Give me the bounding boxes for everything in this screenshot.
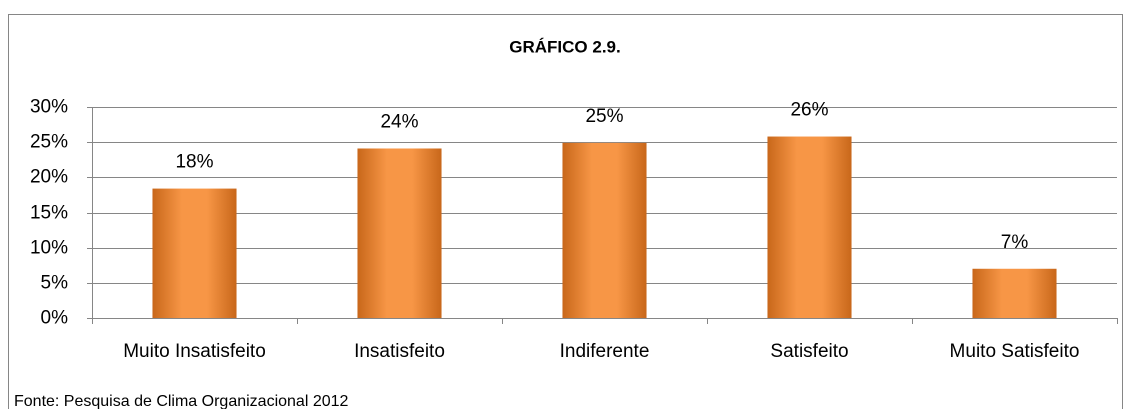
y-tick-label: 20% xyxy=(30,167,68,188)
y-tick-label: 0% xyxy=(41,308,69,329)
value-label: 24% xyxy=(380,112,418,133)
y-tick-label: 5% xyxy=(41,273,69,294)
bar xyxy=(972,268,1057,318)
value-label: 18% xyxy=(175,152,213,173)
x-tick-label: Indiferente xyxy=(560,341,650,362)
value-label: 7% xyxy=(1001,232,1029,253)
chart-title: GRÁFICO 2.9. xyxy=(509,37,620,56)
bar xyxy=(767,136,852,318)
value-label: 26% xyxy=(790,100,828,121)
bar xyxy=(357,148,442,318)
x-tick-label: Muito Satisfeito xyxy=(950,341,1080,362)
x-tick-label: Muito Insatisfeito xyxy=(123,341,266,362)
source-note: Fonte: Pesquisa de Clima Organizacional … xyxy=(14,393,349,409)
value-label: 25% xyxy=(585,106,623,127)
y-tick-label: 30% xyxy=(30,97,68,118)
y-tick-label: 10% xyxy=(30,238,68,259)
x-tick-label: Satisfeito xyxy=(770,341,848,362)
bar xyxy=(562,142,647,318)
y-tick-label: 15% xyxy=(30,203,68,224)
x-tick-label: Insatisfeito xyxy=(354,341,445,362)
y-tick-label: 25% xyxy=(30,132,68,153)
bar xyxy=(152,188,237,318)
